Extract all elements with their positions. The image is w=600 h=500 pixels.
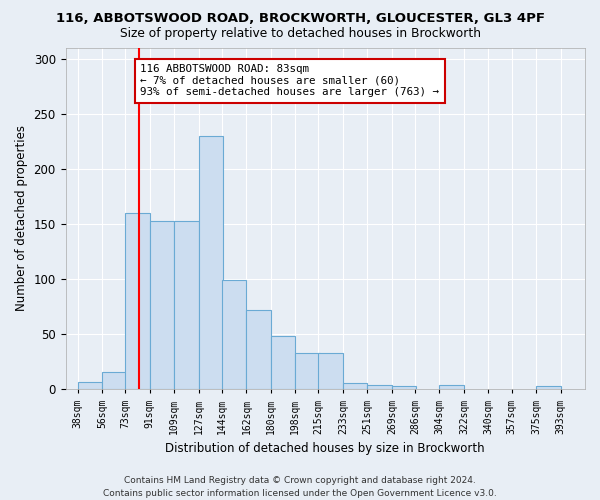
Bar xyxy=(125,213,150,390)
Bar xyxy=(367,385,392,390)
Bar xyxy=(175,220,199,390)
Bar xyxy=(439,385,464,390)
Text: Contains HM Land Registry data © Crown copyright and database right 2024.
Contai: Contains HM Land Registry data © Crown c… xyxy=(103,476,497,498)
Text: Size of property relative to detached houses in Brockworth: Size of property relative to detached ho… xyxy=(119,28,481,40)
Bar xyxy=(295,353,320,390)
Bar xyxy=(343,383,367,390)
Bar xyxy=(78,382,102,390)
Y-axis label: Number of detached properties: Number of detached properties xyxy=(15,126,28,312)
Bar xyxy=(199,136,223,390)
Text: 116 ABBOTSWOOD ROAD: 83sqm
← 7% of detached houses are smaller (60)
93% of semi-: 116 ABBOTSWOOD ROAD: 83sqm ← 7% of detac… xyxy=(140,64,439,97)
Bar xyxy=(150,220,175,390)
Bar xyxy=(247,310,271,390)
Bar xyxy=(392,386,416,390)
Bar xyxy=(102,372,127,390)
Bar xyxy=(271,336,295,390)
Bar xyxy=(319,353,343,390)
Text: 116, ABBOTSWOOD ROAD, BROCKWORTH, GLOUCESTER, GL3 4PF: 116, ABBOTSWOOD ROAD, BROCKWORTH, GLOUCE… xyxy=(56,12,545,26)
Bar xyxy=(222,280,247,390)
Bar xyxy=(536,386,560,390)
X-axis label: Distribution of detached houses by size in Brockworth: Distribution of detached houses by size … xyxy=(166,442,485,455)
